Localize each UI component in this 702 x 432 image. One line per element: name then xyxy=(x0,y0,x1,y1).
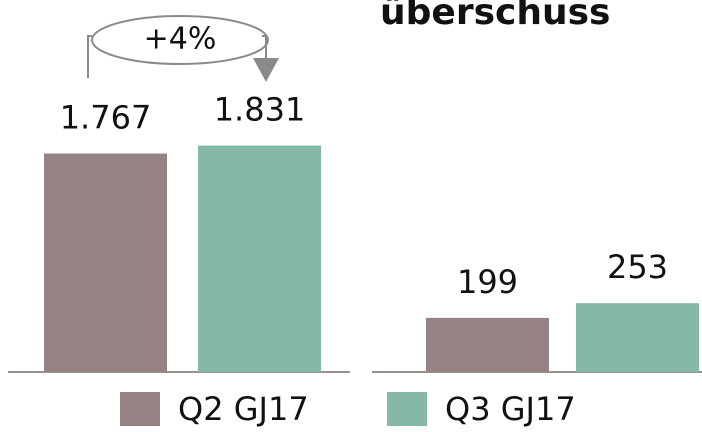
data-label: 199 xyxy=(457,263,518,301)
bar xyxy=(198,145,321,372)
data-label: 253 xyxy=(607,248,668,286)
data-label: 1.767 xyxy=(60,99,152,137)
legend-swatch xyxy=(120,392,160,426)
data-label: 1.831 xyxy=(214,91,306,129)
legend-label: Q3 GJ17 xyxy=(445,390,576,428)
annotation-bracket xyxy=(262,35,267,60)
bar xyxy=(44,153,167,372)
legend-swatch xyxy=(387,392,427,426)
bar xyxy=(576,303,699,372)
annotation-ellipse xyxy=(91,15,269,65)
annotation: +4% xyxy=(144,22,217,57)
bar xyxy=(426,317,549,372)
legend-label: Q2 GJ17 xyxy=(178,390,309,428)
annotation-bracket xyxy=(87,35,92,78)
annotation-arrow xyxy=(253,58,279,82)
chart-title: überschuss xyxy=(380,0,610,33)
